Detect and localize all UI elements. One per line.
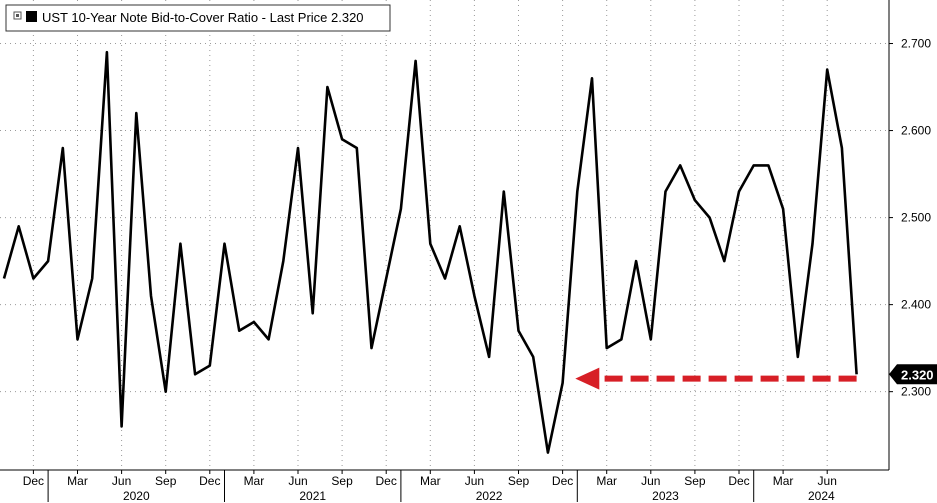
data-points [3, 52, 857, 453]
x-month-label: Jun [465, 474, 484, 488]
arrow-annotation [575, 367, 857, 390]
y-tick-label: 2.600 [901, 124, 931, 138]
x-month-label: Mar [773, 474, 794, 488]
x-month-label: Mar [67, 474, 88, 488]
y-tick-labels: 2.300 2.400 2.500 2.600 2.700 [889, 37, 931, 399]
x-month-label: Mar [244, 474, 265, 488]
axes-layer [0, 0, 890, 471]
series-layer [2, 50, 858, 454]
legend-swatch-icon [26, 11, 37, 22]
x-month-label: Jun [288, 474, 307, 488]
legend-box [5, 4, 391, 32]
arrow-head-icon [575, 367, 600, 390]
x-year-label: 2021 [299, 489, 326, 503]
x-month-label: Sep [331, 474, 353, 488]
last-price-badge-shape [889, 364, 937, 385]
x-year-label: 2020 [123, 489, 150, 503]
x-month-label: Dec [376, 474, 397, 488]
x-month-label: Jun [112, 474, 131, 488]
x-month-label: Jun [641, 474, 660, 488]
legend[interactable]: UST 10-Year Note Bid-to-Cover Ratio - La… [5, 4, 391, 32]
x-month-label: Dec [199, 474, 220, 488]
x-month-label: Dec [728, 474, 749, 488]
x-year-label: 2023 [652, 489, 679, 503]
y-tick-label: 2.300 [901, 385, 931, 399]
series-line-bid-to-cover [2, 50, 858, 454]
x-month-label: Sep [684, 474, 706, 488]
x-month-label: Jun [818, 474, 837, 488]
x-month-label: Dec [552, 474, 573, 488]
legend-toggle-dot-icon [16, 14, 19, 17]
y-tick-label: 2.500 [901, 211, 931, 225]
y-tick-label: 2.700 [901, 37, 931, 51]
x-month-label: Dec [23, 474, 44, 488]
last-price-badge: 2.320 [889, 364, 937, 385]
x-year-label: 2024 [808, 489, 835, 503]
x-year-label: 2022 [476, 489, 503, 503]
y-tick-label: 2.400 [901, 298, 931, 312]
x-month-label: Sep [508, 474, 530, 488]
x-month-label: Mar [596, 474, 617, 488]
last-price-badge-text: 2.320 [901, 367, 934, 382]
legend-title: UST 10-Year Note Bid-to-Cover Ratio - La… [42, 10, 364, 25]
x-tick-labels: Dec Mar Jun Sep Dec Mar Jun Sep Dec Mar Jun Sep Dec M… [23, 470, 837, 503]
grid-layer [0, 0, 889, 470]
x-month-label: Sep [155, 474, 177, 488]
x-month-label: Mar [420, 474, 441, 488]
